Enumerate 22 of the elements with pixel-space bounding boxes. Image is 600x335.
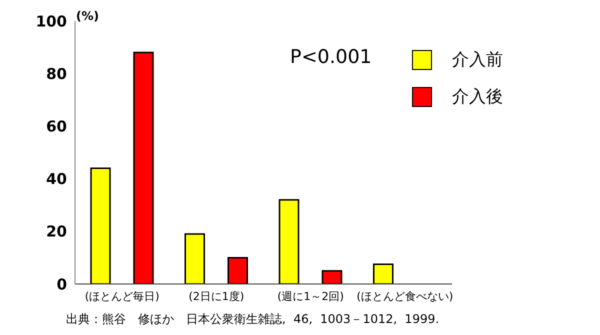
- x-tick-label: (2日に1度): [188, 290, 244, 303]
- annotation: P<0.001: [290, 46, 372, 68]
- bar: [184, 233, 205, 284]
- y-tick-label: 60: [46, 118, 67, 136]
- bar: [228, 256, 248, 284]
- x-tick-label: (ほとんど毎日): [84, 290, 160, 303]
- bar: [133, 52, 154, 284]
- bar: [373, 264, 394, 284]
- legend-label: 介入前: [452, 49, 503, 71]
- y-tick-label: 0: [56, 275, 67, 294]
- y-tick-label: 100: [36, 12, 67, 30]
- bar: [278, 199, 300, 284]
- source-note: 出典：熊谷 修ほか 日本公衆衛生雑誌, 46, 1003－1012, 1999.: [66, 311, 440, 328]
- y-axis-title: (%): [76, 8, 99, 24]
- x-tick-label: (週に1～2回): [277, 290, 344, 303]
- y-tick-label: 40: [46, 170, 67, 188]
- y-tick-label: 20: [46, 222, 67, 241]
- y-tick-label: 80: [46, 64, 67, 83]
- bar: [322, 270, 342, 284]
- legend-label: 介入後: [452, 86, 503, 108]
- x-tick-label: (ほとんど食べない): [356, 290, 454, 303]
- bar: [90, 168, 111, 284]
